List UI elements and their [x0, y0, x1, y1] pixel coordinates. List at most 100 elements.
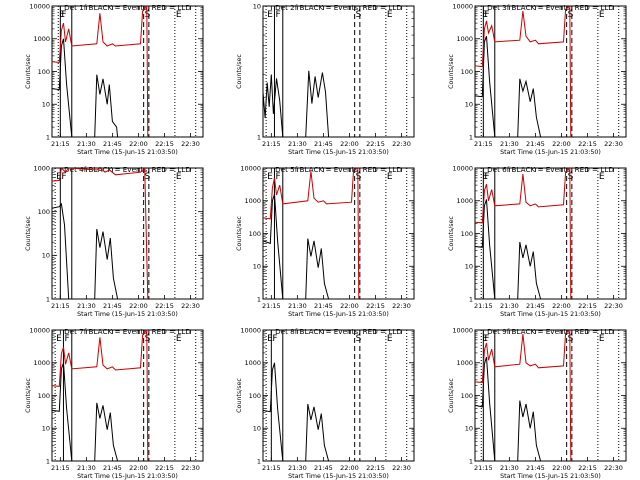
event-marker-label: E [482, 172, 488, 182]
event-marker-label: E [482, 334, 488, 344]
x-axis-label: Start Time (15-Jun-15 21:03:50) [77, 149, 178, 156]
x-tick-label: 22:30 [181, 302, 200, 310]
x-axis-label: Start Time (15-Jun-15 21:03:50) [500, 311, 601, 318]
y-tick-label: 1 [469, 295, 473, 303]
x-tick-label: 22:15 [578, 140, 597, 148]
x-tick-label: 22:00 [340, 464, 359, 472]
lld-series-line [263, 168, 360, 299]
y-axis-label: Counts/sec [25, 216, 32, 251]
event-marker-label: E [482, 10, 488, 20]
chart-panel-6: Det 6f BLACK = Events, RED = LLD 21:15 21:… [448, 164, 627, 318]
plot-frame [262, 167, 415, 300]
lld-series-line [475, 168, 572, 299]
plot-frame [474, 329, 627, 462]
y-axis-label: Counts/sec [236, 216, 243, 251]
event-marker-label: E [267, 10, 273, 20]
events-series-line [475, 356, 542, 461]
event-marker-label: E [599, 10, 605, 20]
events-series-line [52, 362, 119, 461]
event-marker-label: F [275, 172, 280, 182]
event-marker-label: S [356, 172, 362, 182]
event-marker-label: E [387, 172, 393, 182]
y-tick-label: 100 [38, 68, 50, 76]
event-marker-label: S [356, 334, 362, 344]
chart-panel-1: Det 1f BLACK = Events, RED = LLD 21:15 21:… [25, 2, 204, 156]
y-tick-label: 1000 [244, 197, 261, 205]
x-axis-label: Start Time (15-Jun-15 21:03:50) [288, 311, 389, 318]
y-tick-label: 10000 [452, 326, 473, 334]
events-series-line [475, 36, 542, 137]
event-marker-label: F [275, 10, 280, 20]
x-tick-label: 21:45 [103, 302, 122, 310]
event-marker-label: F [484, 172, 489, 182]
event-marker-label: S [145, 172, 151, 182]
events-series-line [263, 193, 330, 299]
y-tick-label: 100 [461, 392, 473, 400]
chart-title: Det 6f BLACK = Events, RED = LLD [487, 165, 614, 174]
x-tick-label: 21:45 [314, 302, 333, 310]
x-tick-label: 21:15 [262, 302, 281, 310]
y-tick-label: 10 [465, 425, 473, 433]
y-tick-label: 10 [253, 263, 261, 271]
x-tick-label: 22:00 [552, 140, 571, 148]
y-tick-label: 10 [42, 425, 50, 433]
x-tick-label: 21:30 [77, 464, 96, 472]
y-tick-label: 1 [46, 295, 50, 303]
x-tick-label: 22:15 [366, 140, 385, 148]
chart-panel-4: Det 4f BLACK = Events, RED = LLD 21:15 21:… [25, 164, 204, 318]
plot-frame [474, 167, 627, 300]
x-tick-label: 21:30 [500, 302, 519, 310]
y-tick-label: 1 [469, 457, 473, 465]
x-tick-label: 21:30 [288, 302, 307, 310]
x-tick-label: 21:45 [103, 464, 122, 472]
event-marker-label: F [484, 334, 489, 344]
x-tick-label: 21:45 [526, 464, 545, 472]
x-tick-label: 22:00 [129, 464, 148, 472]
x-tick-label: 21:30 [77, 302, 96, 310]
x-tick-label: 21:45 [314, 140, 333, 148]
chart-title: Det 9f BLACK = Events, RED = LLD [487, 327, 614, 336]
y-tick-label: 100 [249, 392, 261, 400]
x-tick-label: 22:00 [552, 302, 571, 310]
x-tick-label: 22:15 [155, 140, 174, 148]
x-tick-label: 22:30 [392, 140, 411, 148]
chart-panel-9: Det 9f BLACK = Events, RED = LLD 21:15 21:… [448, 326, 627, 480]
x-axis-label: Start Time (15-Jun-15 21:03:50) [500, 149, 601, 156]
y-tick-label: 10 [465, 101, 473, 109]
event-marker-label: E [599, 334, 605, 344]
y-tick-label: 10000 [29, 326, 50, 334]
y-axis-label: Counts/sec [448, 54, 455, 89]
chart-panel-5: Det 5f BLACK = Events, RED = LLD 21:15 21:… [236, 164, 415, 318]
chart-title: Det 4f BLACK = Events, RED = LLD [64, 165, 191, 174]
y-tick-label: 10 [42, 252, 50, 260]
x-tick-label: 21:45 [314, 464, 333, 472]
y-tick-label: 1000 [33, 35, 50, 43]
x-tick-label: 22:30 [392, 464, 411, 472]
chart-title: Det 3f BLACK = Events, RED = LLD [487, 3, 614, 12]
y-tick-label: 1 [257, 295, 261, 303]
event-marker-label: F [61, 172, 66, 182]
x-axis-label: Start Time (15-Jun-15 21:03:50) [77, 473, 178, 480]
events-series-line [52, 38, 119, 137]
event-marker-label: E [176, 10, 182, 20]
x-tick-label: 22:15 [578, 464, 597, 472]
y-tick-label: 10 [42, 101, 50, 109]
event-marker-label: S [356, 10, 362, 20]
y-tick-label: 10000 [240, 164, 261, 172]
lld-series-line [52, 6, 149, 137]
y-tick-label: 1 [257, 457, 261, 465]
plot-frame [474, 5, 627, 138]
x-tick-label: 21:15 [474, 140, 493, 148]
x-tick-label: 21:30 [288, 464, 307, 472]
y-tick-label: 1000 [456, 197, 473, 205]
y-axis-label: Counts/sec [236, 54, 243, 89]
event-marker-label: E [176, 334, 182, 344]
x-tick-label: 21:15 [262, 464, 281, 472]
event-marker-label: S [568, 334, 574, 344]
event-marker-label: E [267, 172, 273, 182]
plot-frame [51, 167, 204, 300]
plot-frame [262, 5, 415, 138]
event-marker-label: E [387, 334, 393, 344]
event-marker-label: S [568, 172, 574, 182]
y-tick-label: 10000 [452, 164, 473, 172]
